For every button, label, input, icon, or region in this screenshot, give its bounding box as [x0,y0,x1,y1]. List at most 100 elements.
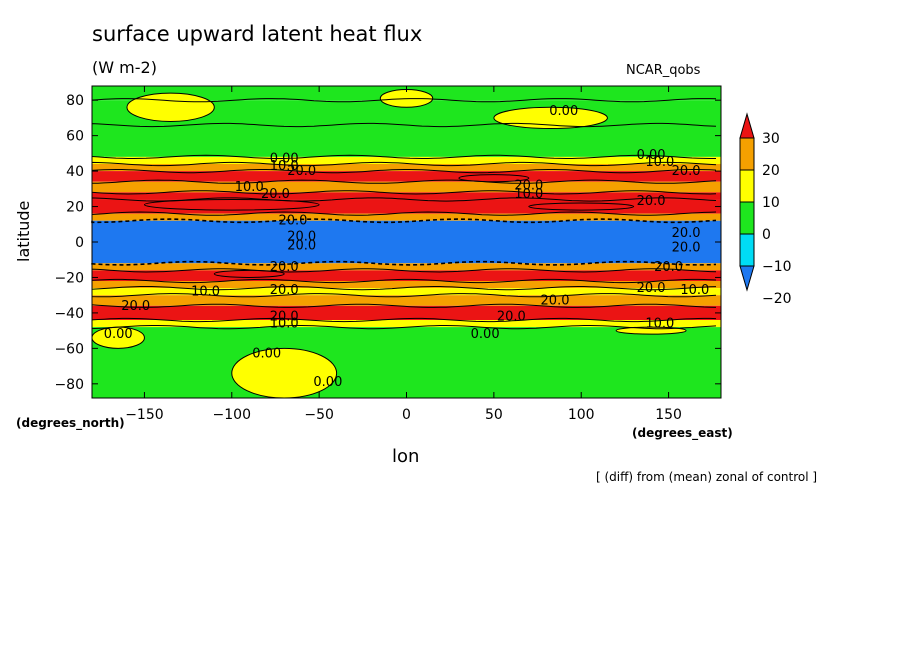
contour-line-4 [91,169,717,174]
contour-label-16: 20.0 [672,240,701,255]
x-unit-label: (degrees_east) [632,426,733,440]
y-unit-label: (degrees_north) [16,416,125,430]
contour-line-6 [91,190,717,195]
contour-line-7 [91,197,717,202]
contour-line-8 [91,211,717,216]
contour-label-18: 20.0 [654,260,683,275]
y-tick-label-6: −40 [54,306,84,322]
band-4 [92,164,721,172]
colorbar-label-4: −10 [762,259,792,275]
contour-label-12: 20.0 [278,214,307,229]
contour-label-0: 0.00 [549,104,578,119]
contour-label-9: 20.0 [514,178,543,193]
y-tick-label-8: −80 [54,377,84,393]
patch-4 [528,202,635,211]
contour-label-28: 0.00 [471,327,500,342]
contour-label-26: 20.0 [270,309,299,324]
contour-line-17 [91,325,717,330]
x-tick-label-6: 150 [655,407,682,423]
colorbar-label-0: 30 [762,131,780,147]
band-5 [92,171,721,182]
x-tick-label-3: 0 [402,407,411,423]
x-axis-label: lon [392,446,420,467]
band-13 [92,281,721,289]
band-10 [92,220,721,264]
contour-fills [91,86,721,399]
contour-label-21: 20.0 [121,299,150,314]
x-tick-label-1: −100 [213,407,251,423]
contour-label-22: 20.0 [541,294,570,309]
band-12 [92,270,721,281]
contour-label-2: 10.0 [270,159,299,174]
contour-label-4: 0.00 [637,148,666,163]
colorbar-label-1: 20 [762,163,780,179]
patch-8 [231,347,338,399]
contour-label-11: 20.0 [637,194,666,209]
contour-label-24: 20.0 [637,281,666,296]
band-7 [92,192,721,200]
contour-label-8: 20.0 [261,187,290,202]
contour-line-13 [91,286,717,291]
patch-3 [143,198,320,211]
band-14 [92,288,721,296]
contour-label-29: 10.0 [645,317,674,332]
band-11 [92,263,721,271]
contour-label-13: 20.0 [287,230,316,245]
colorbar-arrow-bottom [739,265,755,292]
colorbar: 30 20 10 0 −10 −20 [739,112,792,307]
contour-line-2 [91,154,716,159]
contour-label-30: 0.00 [104,327,133,342]
contour-label-1: 0.00 [270,152,299,167]
x-tick-label-0: −150 [125,407,163,423]
band-17 [92,320,721,328]
y-tick-label-5: −20 [54,270,84,286]
contour-label-6: 20.0 [672,164,701,179]
chart-title: surface upward latent heat flux [92,22,423,46]
colorbar-arrow-top [739,112,755,139]
diff-annotation: [ (diff) from (mean) zonal of control ] [596,470,818,484]
contour-line-10 [91,260,717,266]
contour-lines [91,98,717,330]
colorbar-label-3: 0 [762,227,771,243]
colorbar-label-5: −20 [762,291,792,307]
chart-units: (W m-2) [92,58,157,77]
band-3 [92,156,721,164]
contour-label-27: 10.0 [270,317,299,332]
contour-label-23: 20.0 [497,309,526,324]
contour-line-5 [91,179,717,184]
x-axis-ticks: −150 −100 −50 0 50 100 150 [125,86,682,423]
contour-line-15 [91,303,717,308]
contour-line-11 [91,268,717,273]
y-tick-label-7: −60 [54,341,84,357]
contour-label-3: 20.0 [287,164,316,179]
contour-label-32: 0.00 [313,375,342,390]
contour-label-25: 10.0 [680,283,709,298]
contour-label-15: 20.0 [672,226,701,241]
model-name: NCAR_qobs [626,63,701,78]
y-tick-label-2: 40 [66,164,84,180]
x-tick-label-2: −50 [304,407,334,423]
patch-0 [126,92,215,122]
x-tick-label-5: 100 [568,407,595,423]
y-tick-label-3: 20 [66,200,84,216]
contour-label-10: 10.0 [514,187,543,202]
x-tick-label-4: 50 [485,407,503,423]
contour-label-7: 10.0 [235,180,264,195]
band-15 [92,295,721,306]
colorbar-box-0 [739,137,755,171]
y-tick-label-1: 60 [66,129,84,145]
y-tick-label-0: 80 [66,93,84,109]
contour-line-9 [91,218,717,224]
colorbar-label-2: 10 [762,195,780,211]
contour-label-17: 20.0 [270,260,299,275]
contour-label-31: 0.00 [252,347,281,362]
contour-line-12 [91,278,717,284]
patch-5 [458,174,530,183]
contour-labels: 0.000.0010.020.00.0010.020.010.020.020.0… [104,104,710,390]
contour-line-16 [91,317,717,323]
colorbar-box-3 [739,233,755,267]
band-18 [92,327,721,398]
band-16 [92,305,721,320]
